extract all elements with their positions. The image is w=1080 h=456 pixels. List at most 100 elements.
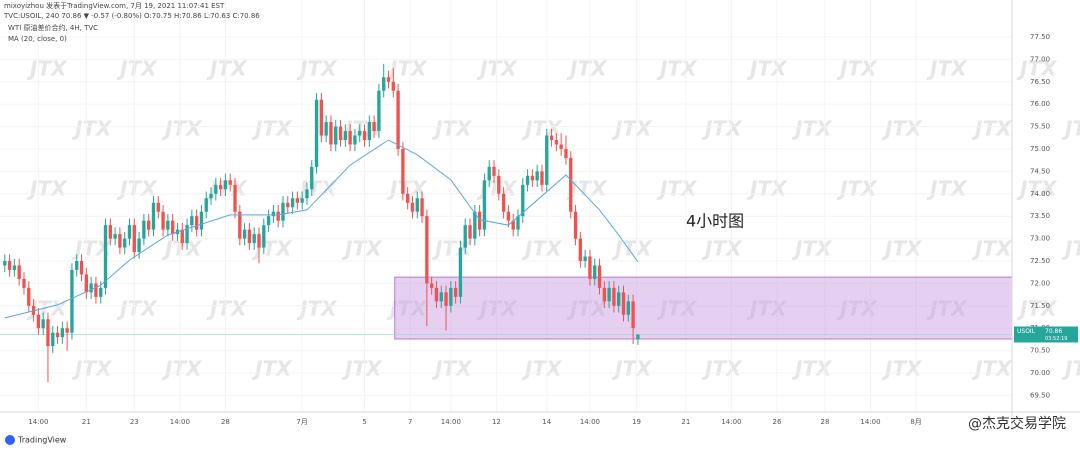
candle-body bbox=[420, 198, 424, 217]
candle-body bbox=[27, 287, 31, 306]
watermark: JTX bbox=[881, 117, 923, 141]
candle-body bbox=[362, 131, 367, 141]
candle-body bbox=[444, 292, 448, 306]
candle-body bbox=[108, 225, 112, 239]
watermark: JTX bbox=[971, 117, 1013, 141]
y-tick-label: 70.50 bbox=[1030, 347, 1050, 355]
candle-body bbox=[549, 135, 554, 141]
candle-body bbox=[257, 234, 261, 248]
watermarks: JTX JTX JTX JTX JTX JTX JTX JTX JTX JTX JTX JTX JTX J… bbox=[26, 57, 1080, 381]
watermark: JTX bbox=[656, 297, 698, 321]
x-tick-label: 23 bbox=[130, 418, 139, 426]
candle-body bbox=[636, 334, 640, 340]
candle-body bbox=[295, 198, 300, 203]
watermark: JTX bbox=[836, 177, 878, 201]
candle-body bbox=[314, 99, 319, 167]
candle-body bbox=[103, 225, 108, 288]
candle-body bbox=[405, 193, 410, 203]
y-tick-label: 72.00 bbox=[1030, 279, 1050, 287]
annotation: 4小时图 bbox=[686, 212, 744, 231]
candle-body bbox=[252, 234, 256, 244]
candle-body bbox=[410, 202, 415, 212]
watermark: JTX bbox=[611, 237, 653, 261]
header-line: mixoyizhou 发表于TradingView.com, 7月 19, 20… bbox=[4, 1, 225, 10]
watermark: JTX bbox=[116, 297, 158, 321]
candle-body bbox=[593, 265, 597, 279]
candle-body bbox=[449, 287, 453, 306]
footer-logo: TradingView bbox=[17, 436, 67, 445]
watermark: JTX bbox=[701, 117, 743, 141]
candle-body bbox=[429, 283, 434, 288]
candle-body bbox=[530, 175, 535, 181]
candle-body bbox=[271, 211, 276, 217]
watermark: JTX bbox=[1061, 357, 1080, 381]
x-tick-label: 19 bbox=[632, 418, 641, 426]
candle-body bbox=[238, 211, 242, 239]
candle-body bbox=[199, 211, 204, 230]
candle-body bbox=[142, 220, 146, 239]
x-tick-label: 14:00 bbox=[580, 418, 600, 426]
price-label-countdown: 03:52:19 bbox=[1045, 336, 1067, 342]
watermark: JTX bbox=[836, 57, 878, 81]
y-tick-label: 74.00 bbox=[1030, 190, 1050, 198]
candle-body bbox=[228, 180, 232, 185]
x-tick-label: 8月 bbox=[910, 418, 921, 426]
x-tick-label: 26 bbox=[773, 418, 782, 426]
candle-body bbox=[338, 126, 343, 141]
watermark: JTX bbox=[1016, 177, 1058, 201]
candle-body bbox=[151, 202, 156, 230]
watermark: JTX bbox=[836, 297, 878, 321]
watermark: JTX bbox=[206, 57, 248, 81]
watermark: JTX bbox=[971, 237, 1013, 261]
candle-body bbox=[65, 328, 69, 333]
watermark: JTX bbox=[251, 237, 293, 261]
watermark: JTX bbox=[926, 57, 968, 81]
candle-body bbox=[396, 90, 400, 149]
candle-body bbox=[156, 202, 160, 212]
y-tick-label: 75.00 bbox=[1030, 145, 1050, 153]
watermark: JTX bbox=[341, 117, 383, 141]
y-tick-label: 77.50 bbox=[1030, 33, 1050, 41]
header-line: TVC:USOIL, 240 70.86 ▼ -0.57 (-0.80%) O:… bbox=[3, 12, 260, 20]
candle-body bbox=[521, 184, 525, 217]
candle-body bbox=[41, 319, 45, 329]
candle-body bbox=[525, 175, 530, 185]
watermark: JTX bbox=[656, 177, 698, 201]
watermark: JTX bbox=[386, 57, 428, 81]
candle-body bbox=[607, 287, 611, 302]
candle-body bbox=[75, 260, 79, 270]
watermark: JTX bbox=[746, 297, 788, 321]
watermark: JTX bbox=[971, 357, 1013, 381]
candle-body bbox=[554, 140, 559, 145]
candle-body bbox=[559, 144, 563, 149]
candle-body bbox=[377, 90, 381, 132]
watermark: JTX bbox=[476, 177, 518, 201]
candle-body bbox=[147, 220, 151, 230]
watermark: JTX bbox=[746, 57, 788, 81]
candle-body bbox=[511, 220, 515, 230]
candle-body bbox=[564, 148, 568, 158]
candle-body bbox=[372, 122, 376, 132]
candle-body bbox=[348, 131, 352, 145]
candle-body bbox=[300, 198, 304, 203]
candle-body bbox=[132, 225, 136, 253]
watermark: JTX bbox=[881, 357, 923, 381]
y-tick-label: 76.50 bbox=[1030, 78, 1050, 86]
candle-body bbox=[190, 216, 194, 226]
watermark: JTX bbox=[116, 57, 158, 81]
candle-body bbox=[161, 211, 165, 230]
x-tick-label: 14:00 bbox=[860, 418, 880, 426]
candle-body bbox=[84, 274, 89, 293]
candle-body bbox=[324, 122, 328, 136]
candle-body bbox=[166, 220, 170, 230]
candle-body bbox=[118, 234, 122, 248]
candle-body bbox=[501, 193, 506, 212]
candle-body bbox=[482, 180, 487, 230]
candle-body bbox=[425, 216, 429, 284]
x-tick-label: 28 bbox=[221, 418, 230, 426]
candle-body bbox=[209, 193, 213, 199]
candle-body bbox=[453, 287, 458, 297]
candle-body bbox=[223, 180, 228, 190]
candle-body bbox=[99, 287, 103, 297]
candle-body bbox=[31, 305, 36, 315]
